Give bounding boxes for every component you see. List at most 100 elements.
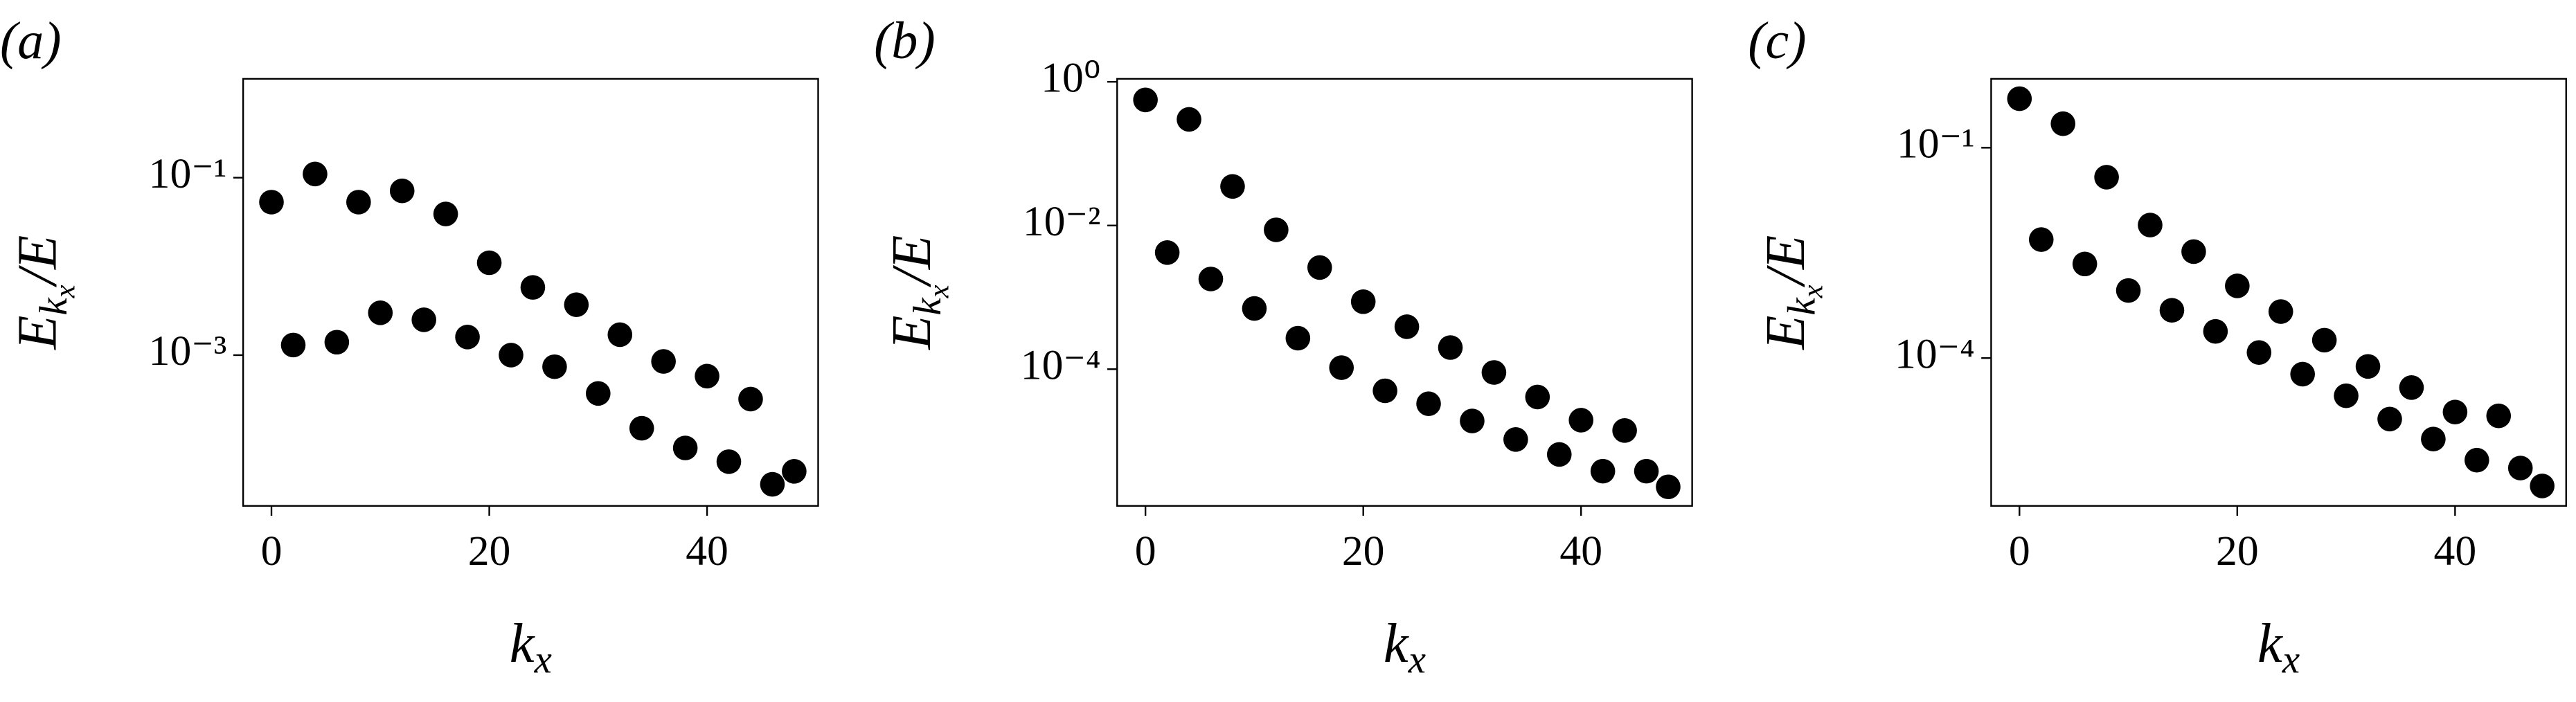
y-label-main: E bbox=[1754, 316, 1816, 350]
panel-label: (a) bbox=[0, 12, 62, 70]
x-tick-label: 0 bbox=[2009, 528, 2030, 575]
x-label-main: k bbox=[1384, 613, 1409, 674]
y-label-subsub: x bbox=[922, 285, 955, 298]
data-point bbox=[782, 459, 807, 484]
x-axis-label: kx bbox=[2257, 613, 2300, 682]
data-point bbox=[1264, 217, 1289, 242]
plot-frame bbox=[1116, 78, 1693, 507]
x-label-sub: x bbox=[2282, 638, 2300, 682]
data-point bbox=[1350, 289, 1376, 314]
x-axis-label: kx bbox=[1384, 613, 1426, 682]
data-point bbox=[476, 250, 502, 276]
data-point bbox=[1394, 314, 1420, 339]
y-tick-label: 10⁻¹ bbox=[149, 150, 227, 197]
y-label-rest: /E bbox=[880, 235, 942, 288]
x-tick-label: 20 bbox=[2216, 528, 2259, 575]
data-point bbox=[1242, 296, 1267, 321]
y-tick-label: 10⁻⁴ bbox=[1895, 330, 1975, 377]
x-tick-label: 20 bbox=[468, 528, 511, 575]
y-label-subsub: x bbox=[48, 285, 81, 298]
data-point bbox=[2507, 456, 2533, 480]
y-axis-label: Ekx/E bbox=[6, 235, 81, 350]
data-point bbox=[1307, 255, 1332, 280]
data-point bbox=[2050, 111, 2075, 136]
data-point bbox=[520, 275, 546, 300]
data-point bbox=[1503, 427, 1528, 452]
data-point bbox=[1372, 378, 1397, 404]
data-point bbox=[2355, 354, 2381, 379]
data-point bbox=[1154, 240, 1180, 265]
data-point bbox=[2181, 239, 2206, 264]
data-point bbox=[1438, 335, 1463, 360]
data-point bbox=[2225, 273, 2250, 298]
x-tick-label: 0 bbox=[261, 528, 283, 575]
y-label-sub: k bbox=[32, 297, 75, 316]
data-point bbox=[2421, 426, 2446, 451]
y-label-sub: k bbox=[1780, 297, 1823, 316]
data-point bbox=[303, 161, 328, 187]
data-point bbox=[1568, 408, 1594, 433]
data-point bbox=[695, 363, 719, 389]
data-point bbox=[389, 178, 415, 204]
data-point bbox=[1460, 408, 1485, 433]
data-point bbox=[1546, 442, 1572, 467]
data-point bbox=[2028, 227, 2054, 252]
data-point bbox=[2442, 399, 2468, 424]
data-point bbox=[1590, 458, 1616, 484]
data-point bbox=[2399, 375, 2424, 400]
data-point bbox=[2072, 251, 2098, 277]
y-label-sub: k bbox=[906, 297, 949, 316]
data-point bbox=[2116, 278, 2141, 303]
data-point bbox=[1198, 267, 1224, 291]
data-point bbox=[499, 343, 524, 368]
y-tick-label: 10⁻¹ bbox=[1897, 120, 1975, 168]
x-label-sub: x bbox=[1408, 638, 1426, 682]
data-point bbox=[259, 190, 284, 215]
data-point bbox=[651, 349, 676, 374]
data-point bbox=[368, 300, 393, 325]
y-tick-label: 10⁻³ bbox=[149, 327, 227, 375]
data-point bbox=[1612, 418, 1637, 443]
data-point bbox=[1525, 384, 1550, 410]
data-point bbox=[324, 330, 350, 355]
data-point bbox=[1656, 474, 1681, 500]
data-point bbox=[738, 386, 763, 412]
data-point bbox=[1177, 107, 1201, 132]
data-point bbox=[542, 354, 567, 379]
data-point bbox=[2530, 474, 2555, 498]
data-point bbox=[1329, 355, 1354, 380]
data-point bbox=[346, 190, 371, 215]
x-label-main: k bbox=[510, 613, 535, 674]
data-point bbox=[1220, 174, 1245, 199]
data-point bbox=[1634, 458, 1659, 484]
data-point bbox=[2465, 447, 2489, 473]
panel-label: (c) bbox=[1748, 12, 1806, 70]
data-point bbox=[2377, 406, 2402, 432]
panel-label: (b) bbox=[874, 12, 936, 70]
data-point bbox=[2311, 327, 2337, 353]
data-point bbox=[2290, 361, 2315, 387]
data-point bbox=[2246, 340, 2272, 365]
y-label-main: E bbox=[880, 316, 942, 350]
data-point bbox=[433, 201, 458, 226]
y-tick-label: 10⁻² bbox=[1023, 198, 1101, 245]
plot-frame bbox=[242, 78, 819, 507]
data-point bbox=[280, 332, 306, 358]
data-point bbox=[672, 435, 698, 460]
x-tick-label: 40 bbox=[2434, 528, 2477, 575]
data-point bbox=[607, 322, 633, 348]
data-point bbox=[1481, 360, 1507, 385]
data-point bbox=[2486, 403, 2512, 429]
x-tick-label: 40 bbox=[686, 528, 728, 575]
x-tick-label: 40 bbox=[1559, 528, 1602, 575]
y-axis-label: Ekx/E bbox=[1754, 235, 1829, 350]
plot-frame bbox=[1990, 78, 2567, 507]
y-tick-label: 10⁰ bbox=[1041, 54, 1100, 101]
data-point bbox=[2334, 383, 2359, 408]
y-axis-label: Ekx/E bbox=[880, 235, 955, 350]
